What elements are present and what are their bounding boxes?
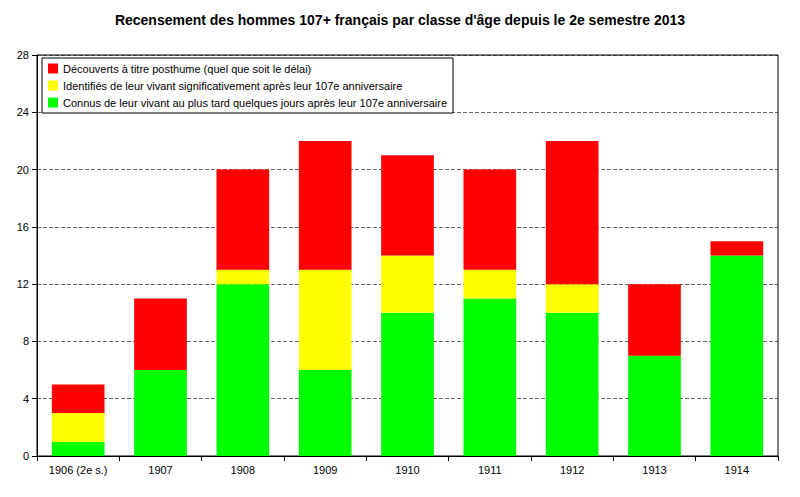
- svg-text:1909: 1909: [313, 464, 337, 476]
- svg-text:1906 (2e s.): 1906 (2e s.): [49, 464, 108, 476]
- svg-text:Recensement des hommes 107+ fr: Recensement des hommes 107+ français par…: [115, 12, 685, 28]
- svg-text:24: 24: [17, 106, 29, 118]
- svg-text:16: 16: [17, 221, 29, 233]
- svg-text:1907: 1907: [148, 464, 172, 476]
- svg-text:20: 20: [17, 164, 29, 176]
- svg-text:12: 12: [17, 278, 29, 290]
- svg-text:28: 28: [17, 49, 29, 61]
- svg-text:Identifiés de leur vivant sign: Identifiés de leur vivant significativem…: [63, 80, 402, 92]
- svg-text:1912: 1912: [560, 464, 584, 476]
- svg-text:1908: 1908: [231, 464, 255, 476]
- svg-text:Découverts à titre posthume (q: Découverts à titre posthume (quel que so…: [63, 63, 311, 75]
- svg-text:1911: 1911: [478, 464, 502, 476]
- svg-text:8: 8: [23, 335, 29, 347]
- svg-text:1913: 1913: [642, 464, 666, 476]
- svg-text:4: 4: [23, 393, 29, 405]
- svg-text:1910: 1910: [395, 464, 419, 476]
- svg-text:0: 0: [23, 450, 29, 462]
- svg-text:Connus de leur vivant au plus: Connus de leur vivant au plus tard quelq…: [63, 97, 447, 109]
- svg-text:1914: 1914: [725, 464, 749, 476]
